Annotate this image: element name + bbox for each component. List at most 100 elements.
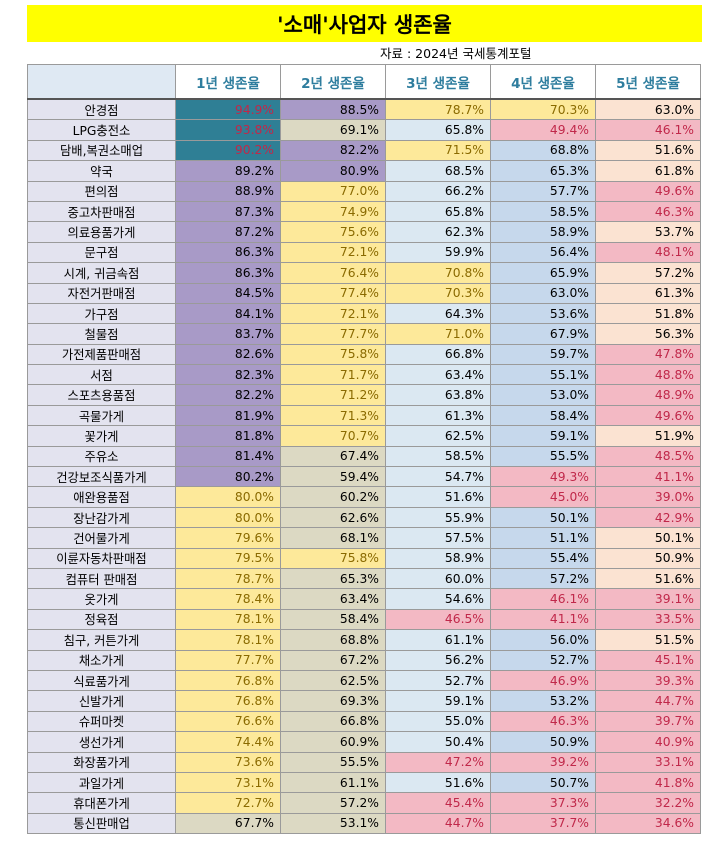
rate-cell-year2: 67.4% — [280, 445, 386, 468]
rate-cell-year3: 78.7% — [385, 98, 491, 121]
rate-cell-year5: 50.9% — [595, 547, 701, 569]
rate-cell-year5: 57.2% — [595, 262, 701, 284]
rate-cell-year1: 86.3% — [175, 241, 281, 264]
rate-cell-year2: 53.1% — [280, 812, 386, 835]
row-label: 건어물가게 — [27, 527, 176, 549]
table-row: 담배,복권소매업 90.2% 82.2% 71.5% 68.8% 51.6% — [27, 139, 701, 162]
header-year4: 4년 생존율 — [490, 64, 596, 100]
rate-cell-year2: 77.0% — [280, 180, 386, 202]
rate-cell-year2: 88.5% — [280, 98, 386, 121]
row-label: 통신판매업 — [27, 812, 176, 835]
rate-cell-year2: 74.9% — [280, 200, 386, 223]
rate-cell-year4: 70.3% — [490, 98, 596, 121]
rate-cell-year4: 53.0% — [490, 384, 596, 406]
rate-cell-year5: 34.6% — [595, 812, 701, 835]
table-row: 휴대폰가게 72.7% 57.2% 45.4% 37.3% 32.2% — [27, 792, 701, 814]
rate-cell-year3: 46.5% — [385, 608, 491, 631]
table-row: 건어물가게 79.6% 68.1% 57.5% 51.1% 50.1% — [27, 527, 701, 549]
table-row: 채소가게 77.7% 67.2% 56.2% 52.7% 45.1% — [27, 649, 701, 671]
rate-cell-year4: 68.8% — [490, 139, 596, 162]
table-row: 스포츠용품점 82.2% 71.2% 63.8% 53.0% 48.9% — [27, 384, 701, 406]
table-row: 시계, 귀금속점 86.3% 76.4% 70.8% 65.9% 57.2% — [27, 262, 701, 284]
rate-cell-year3: 59.9% — [385, 241, 491, 264]
rate-cell-year5: 51.5% — [595, 629, 701, 651]
rate-cell-year1: 94.9% — [175, 98, 281, 121]
rate-cell-year3: 51.6% — [385, 486, 491, 508]
rate-cell-year5: 45.1% — [595, 649, 701, 671]
rate-cell-year1: 78.1% — [175, 608, 281, 631]
rate-cell-year1: 81.8% — [175, 425, 281, 447]
rate-cell-year2: 75.6% — [280, 221, 386, 243]
rate-cell-year2: 60.9% — [280, 731, 386, 753]
source-note: 자료 : 2024년 국세통계포털 — [380, 46, 532, 61]
rate-cell-year2: 72.1% — [280, 241, 386, 264]
header-year1: 1년 생존율 — [175, 64, 281, 100]
rate-cell-year3: 57.5% — [385, 527, 491, 549]
rate-cell-year3: 55.0% — [385, 710, 491, 733]
rate-cell-year2: 75.8% — [280, 343, 386, 366]
rate-cell-year4: 37.3% — [490, 792, 596, 814]
table-row: 신발가게 76.8% 69.3% 59.1% 53.2% 44.7% — [27, 690, 701, 712]
rate-cell-year1: 83.7% — [175, 323, 281, 345]
table-row: 장난감가게 80.0% 62.6% 55.9% 50.1% 42.9% — [27, 506, 701, 529]
rate-cell-year2: 69.3% — [280, 690, 386, 712]
rate-cell-year3: 56.2% — [385, 649, 491, 671]
rate-cell-year1: 78.7% — [175, 567, 281, 590]
rate-cell-year1: 77.7% — [175, 649, 281, 671]
rate-cell-year3: 51.6% — [385, 771, 491, 794]
rate-cell-year5: 40.9% — [595, 731, 701, 753]
rate-cell-year2: 67.2% — [280, 649, 386, 671]
table-body: 안경점 94.9% 88.5% 78.7% 70.3% 63.0% LPG충전소 93.8% 6… — [27, 98, 701, 835]
header-blank — [27, 64, 176, 100]
rate-cell-year1: 93.8% — [175, 119, 281, 141]
row-label: 가전제품판매점 — [27, 343, 176, 366]
rate-cell-year3: 58.9% — [385, 547, 491, 569]
row-label: 장난감가게 — [27, 506, 176, 529]
rate-cell-year5: 61.3% — [595, 282, 701, 304]
rate-cell-year3: 59.1% — [385, 690, 491, 712]
rate-cell-year3: 65.8% — [385, 119, 491, 141]
rate-cell-year4: 50.1% — [490, 506, 596, 529]
row-label: 컴퓨터 판매점 — [27, 567, 176, 590]
rate-cell-year5: 39.1% — [595, 588, 701, 610]
table-row: 슈퍼마켓 76.6% 66.8% 55.0% 46.3% 39.7% — [27, 710, 701, 733]
row-label: 자전거판매점 — [27, 282, 176, 304]
rate-cell-year2: 62.5% — [280, 669, 386, 692]
row-label: 중고차판매점 — [27, 200, 176, 223]
rate-cell-year3: 62.5% — [385, 425, 491, 447]
table-row: 가구점 84.1% 72.1% 64.3% 53.6% 51.8% — [27, 302, 701, 325]
rate-cell-year2: 59.4% — [280, 466, 386, 488]
row-label: 애완용품점 — [27, 486, 176, 508]
table-row: 식료품가게 76.8% 62.5% 52.7% 46.9% 39.3% — [27, 669, 701, 692]
rate-cell-year3: 68.5% — [385, 160, 491, 182]
rate-cell-year3: 60.0% — [385, 567, 491, 590]
rate-cell-year3: 63.4% — [385, 364, 491, 386]
row-label: 가구점 — [27, 302, 176, 325]
table-row: 과일가게 73.1% 61.1% 51.6% 50.7% 41.8% — [27, 771, 701, 794]
table-row: 철물점 83.7% 77.7% 71.0% 67.9% 56.3% — [27, 323, 701, 345]
rate-cell-year5: 39.3% — [595, 669, 701, 692]
row-label: 화장품가게 — [27, 751, 176, 773]
rate-cell-year2: 77.7% — [280, 323, 386, 345]
table-row: 애완용품점 80.0% 60.2% 51.6% 45.0% 39.0% — [27, 486, 701, 508]
rate-cell-year5: 32.2% — [595, 792, 701, 814]
rate-cell-year2: 61.1% — [280, 771, 386, 794]
rate-cell-year4: 65.3% — [490, 160, 596, 182]
rate-cell-year5: 48.1% — [595, 241, 701, 264]
row-label: 슈퍼마켓 — [27, 710, 176, 733]
rate-cell-year4: 37.7% — [490, 812, 596, 835]
rate-cell-year4: 56.0% — [490, 629, 596, 651]
table-row: 문구점 86.3% 72.1% 59.9% 56.4% 48.1% — [27, 241, 701, 264]
row-label: 옷가게 — [27, 588, 176, 610]
rate-cell-year3: 58.5% — [385, 445, 491, 468]
table-row: 약국 89.2% 80.9% 68.5% 65.3% 61.8% — [27, 160, 701, 182]
rate-cell-year1: 88.9% — [175, 180, 281, 202]
rate-cell-year4: 58.9% — [490, 221, 596, 243]
rate-cell-year2: 76.4% — [280, 262, 386, 284]
rate-cell-year5: 48.5% — [595, 445, 701, 468]
rate-cell-year1: 87.3% — [175, 200, 281, 223]
table-row: 안경점 94.9% 88.5% 78.7% 70.3% 63.0% — [27, 98, 701, 121]
rate-cell-year1: 67.7% — [175, 812, 281, 835]
rate-cell-year4: 52.7% — [490, 649, 596, 671]
rate-cell-year3: 63.8% — [385, 384, 491, 406]
